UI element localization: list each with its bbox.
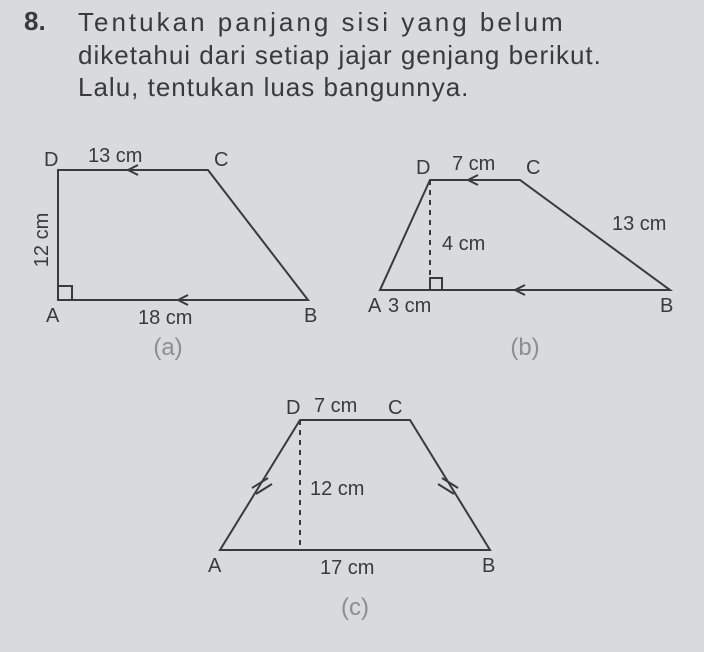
prompt-line-2: diketahui dari setiap jajar genjang beri… — [78, 39, 684, 72]
vertex-D: D — [286, 397, 300, 419]
vertex-A: A — [368, 295, 382, 317]
figure-b-label: (b) — [360, 334, 690, 362]
vertex-B: B — [304, 305, 317, 327]
vertex-C: C — [214, 149, 228, 171]
label-top: 7 cm — [452, 153, 495, 175]
question-prompt: Tentukan panjang sisi yang belum diketah… — [78, 6, 684, 104]
vertex-C: C — [388, 397, 402, 419]
label-top: 13 cm — [88, 145, 142, 167]
vertex-D: D — [44, 149, 58, 171]
label-bottom: 17 cm — [320, 557, 374, 579]
figure-a-svg: D C A B 13 cm 12 cm 18 cm — [8, 130, 328, 330]
label-height: 12 cm — [310, 478, 364, 500]
vertex-A: A — [46, 305, 60, 327]
prompt-line-3: Lalu, tentukan luas bangunnya. — [78, 71, 684, 104]
label-left: 12 cm — [31, 213, 53, 267]
prompt-line-1: Tentukan panjang sisi yang belum — [78, 6, 684, 39]
figure-b-svg: D C A B 7 cm 4 cm 13 cm 3 cm — [360, 140, 690, 330]
figure-a: D C A B 13 cm 12 cm 18 cm (a) — [8, 130, 328, 362]
label-height: 4 cm — [442, 233, 485, 255]
page: 8. Tentukan panjang sisi yang belum dike… — [0, 0, 704, 652]
label-bottom: 18 cm — [138, 307, 192, 329]
figure-b: D C A B 7 cm 4 cm 13 cm 3 cm (b) — [360, 140, 690, 362]
label-right: 13 cm — [612, 213, 666, 235]
vertex-A: A — [208, 555, 222, 577]
question-number: 8. — [24, 6, 46, 37]
vertex-B: B — [482, 555, 495, 577]
vertex-D: D — [416, 157, 430, 179]
vertex-B: B — [660, 295, 673, 317]
vertex-C: C — [526, 157, 540, 179]
figure-c-label: (c) — [190, 594, 520, 622]
label-base-seg: 3 cm — [388, 295, 431, 317]
figure-c: D C A B 7 cm 12 cm 17 cm (c) — [190, 380, 520, 622]
figure-a-label: (a) — [8, 334, 328, 362]
label-top: 7 cm — [314, 395, 357, 417]
figure-c-svg: D C A B 7 cm 12 cm 17 cm — [190, 380, 520, 590]
